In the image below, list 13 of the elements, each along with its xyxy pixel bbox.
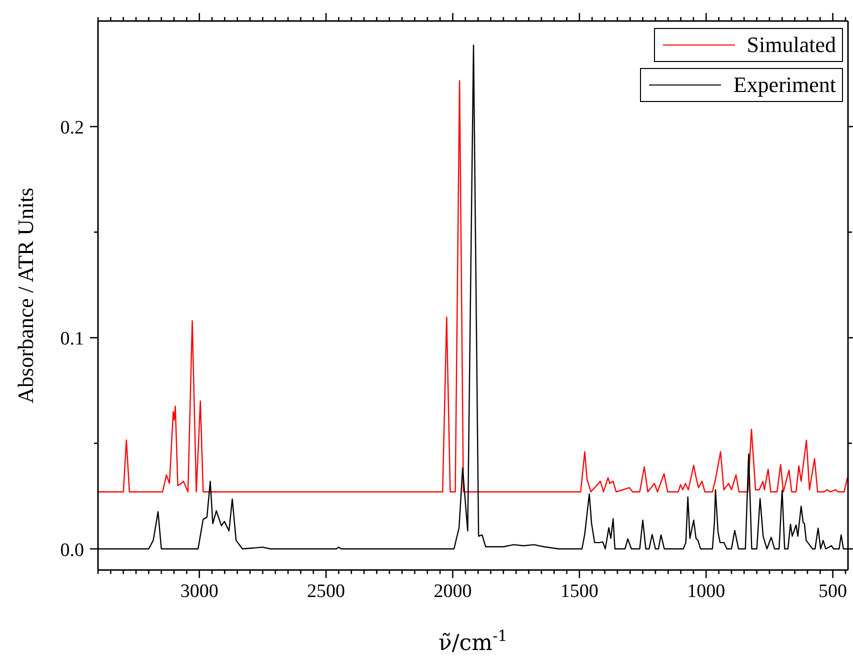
x-tick-label: 2000: [434, 581, 472, 602]
x-tick-label: 1500: [560, 581, 598, 602]
x-tick-label: 1000: [687, 581, 726, 602]
y-tick-label: 0.0: [60, 540, 84, 561]
x-tick-label: 2500: [307, 581, 346, 602]
y-tick-label: 0.2: [60, 118, 84, 139]
x-tick-label: 3000: [180, 581, 218, 602]
x-tick-label: 500: [818, 581, 848, 602]
legend-label: Experiment: [733, 72, 836, 98]
y-tick-label: 0.1: [60, 328, 84, 350]
legend-label: Simulated: [746, 32, 836, 58]
y-axis-title: Absorbance / ATR Units: [13, 188, 38, 404]
x-axis-title: ν̃/cm$^{-1}$: [438, 627, 508, 656]
